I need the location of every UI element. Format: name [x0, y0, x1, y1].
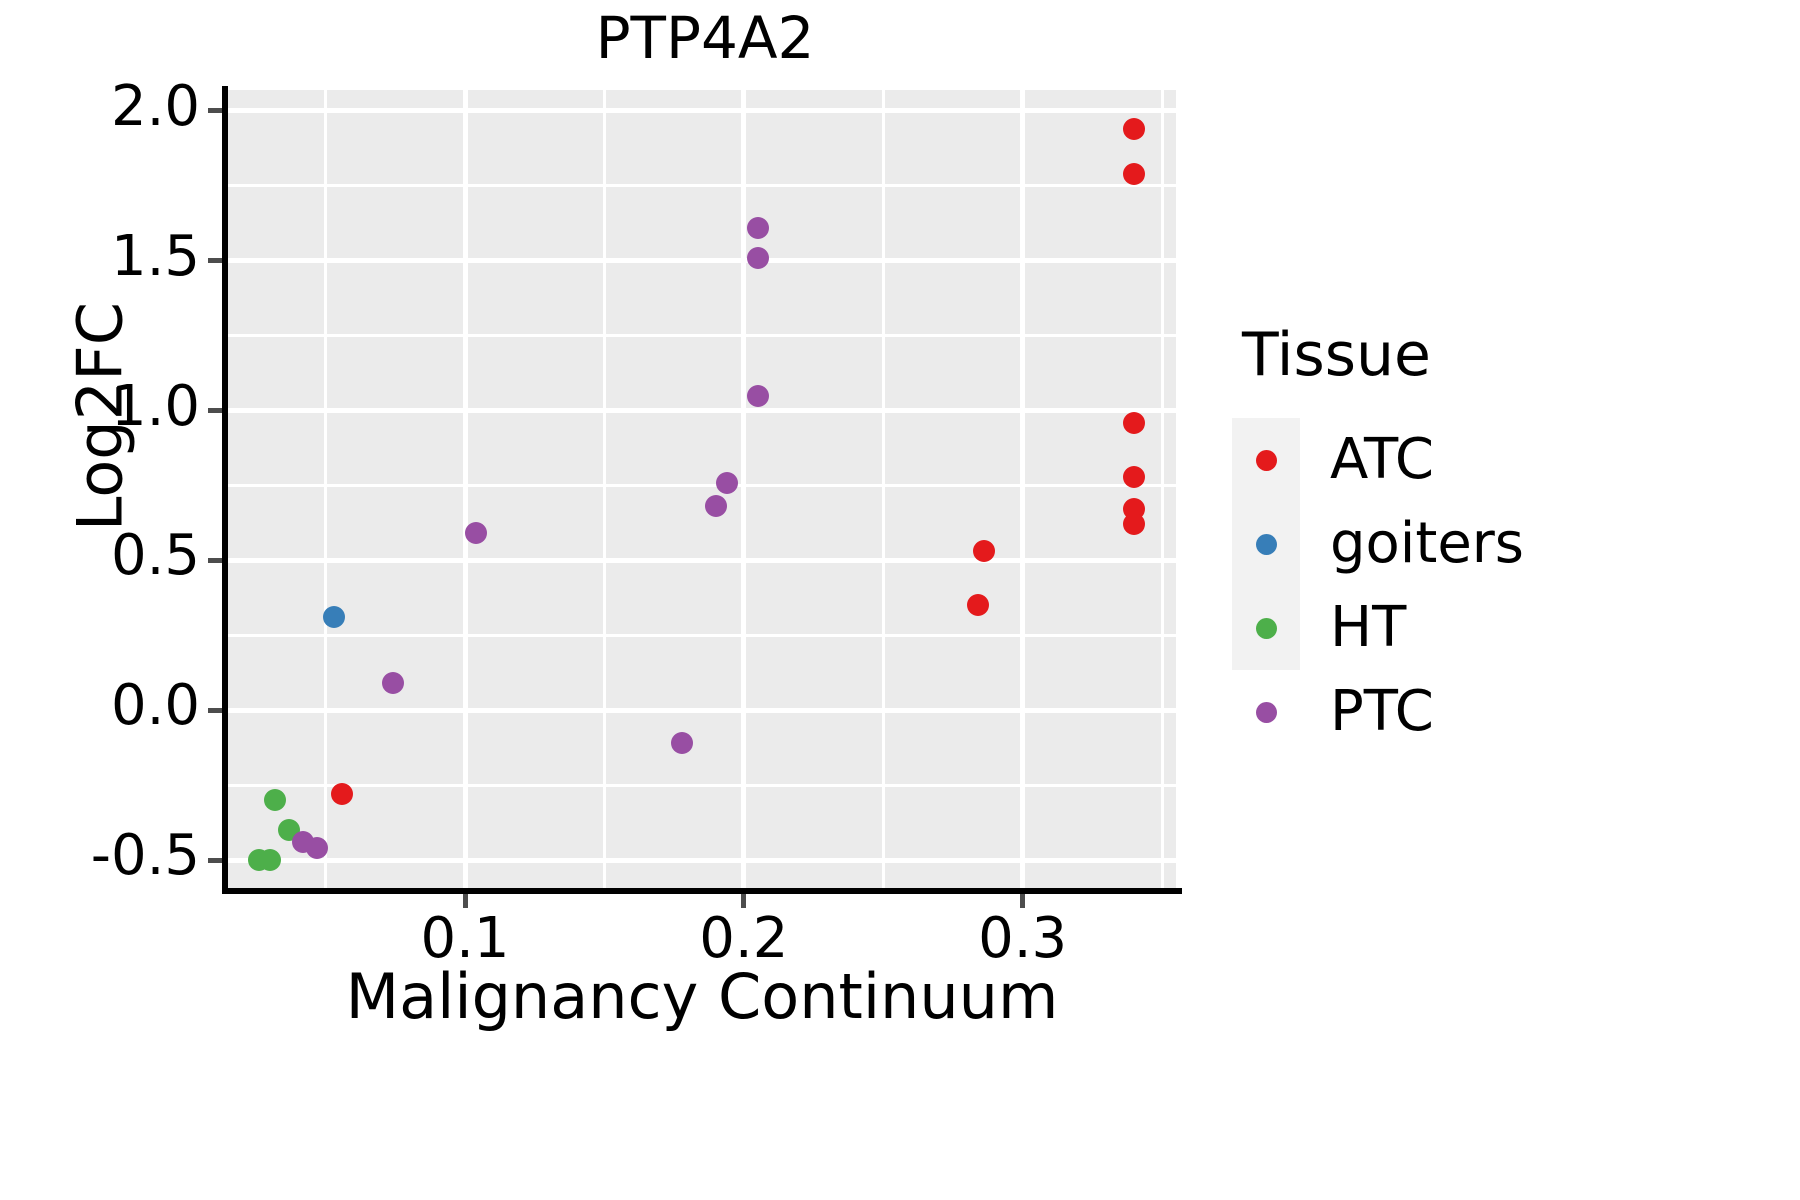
y-tick-label: 0.5 [110, 523, 200, 589]
legend-label: PTC [1330, 679, 1434, 744]
y-axis-line [222, 86, 228, 894]
gridline-vertical-minor [324, 90, 328, 890]
gridline-vertical-major [741, 90, 747, 890]
legend-swatch-goiters-icon [1255, 533, 1277, 555]
legend-key [1232, 449, 1300, 471]
legend-label: ATC [1330, 427, 1434, 492]
y-tick-mark [208, 857, 222, 863]
gridline-horizontal-major [228, 258, 1176, 264]
data-point-atc [1123, 162, 1146, 185]
data-point-atc [972, 540, 995, 563]
x-axis-title: Malignancy Continuum [345, 960, 1059, 1033]
gridline-horizontal-minor [228, 484, 1176, 487]
page-title: PTP4A2 [595, 4, 815, 72]
data-point-ptc [716, 471, 739, 494]
y-tick-mark [208, 707, 222, 713]
gridline-horizontal-minor [228, 633, 1176, 637]
gridline-horizontal-major [228, 108, 1176, 114]
data-point-atc [1123, 117, 1146, 140]
x-tick-mark [1020, 894, 1026, 908]
data-point-atc [1123, 513, 1146, 536]
data-point-ptc [465, 522, 488, 545]
legend-items: ATC goiters HT PTC [1232, 418, 1652, 754]
legend-swatch-ptc-icon [1255, 701, 1277, 723]
y-tick-label: -0.5 [90, 823, 200, 889]
gridline-vertical-major [462, 90, 468, 890]
gridline-horizontal-major [228, 557, 1176, 563]
legend-item-ht[interactable]: HT [1232, 586, 1652, 670]
x-tick-label: 0.2 [699, 906, 789, 971]
x-tick-label: 0.1 [420, 906, 510, 971]
legend: Tissue ATC goiters HT PTC [1232, 320, 1652, 754]
gridline-horizontal-major [228, 408, 1176, 414]
data-point-atc [967, 594, 990, 617]
x-tick-mark [741, 894, 747, 908]
legend-key [1232, 617, 1300, 639]
gridline-horizontal-minor [228, 184, 1176, 188]
legend-key [1232, 701, 1300, 723]
y-tick-mark [208, 408, 222, 414]
x-axis-line [222, 888, 1182, 894]
legend-swatch-atc-icon [1255, 449, 1277, 471]
x-tick-mark [462, 894, 468, 908]
data-point-atc [1123, 411, 1146, 434]
legend-item-goiters[interactable]: goiters [1232, 502, 1652, 586]
y-tick-label: 0.0 [110, 673, 200, 739]
gridline-horizontal-minor [228, 334, 1176, 338]
y-tick-mark [208, 258, 222, 264]
y-tick-label: 1.5 [110, 223, 200, 289]
y-tick-label: 1.0 [110, 373, 200, 439]
y-tick-label: 2.0 [110, 73, 200, 139]
legend-item-atc[interactable]: ATC [1232, 418, 1652, 502]
legend-label: HT [1330, 595, 1407, 660]
gridline-vertical-minor [1160, 90, 1164, 890]
data-point-ptc [671, 732, 694, 755]
gridline-horizontal-major [228, 707, 1176, 713]
data-point-ptc [381, 672, 404, 695]
plot-panel [228, 90, 1176, 890]
gridline-vertical-major [1020, 90, 1026, 890]
gridline-vertical-minor [602, 90, 606, 890]
data-point-ht [258, 849, 281, 872]
data-point-atc [331, 783, 354, 806]
legend-swatch-ht-icon [1255, 617, 1277, 639]
y-tick-mark [208, 557, 222, 563]
y-tick-mark [208, 108, 222, 114]
data-point-ptc [704, 495, 727, 518]
data-point-ptc [746, 246, 769, 269]
data-point-ptc [746, 384, 769, 407]
data-point-ht [264, 789, 287, 812]
gridline-vertical-minor [881, 90, 885, 890]
gridline-horizontal-major [228, 857, 1176, 863]
x-tick-label: 0.3 [978, 906, 1068, 971]
legend-key [1232, 533, 1300, 555]
data-point-atc [1123, 465, 1146, 488]
legend-item-ptc[interactable]: PTC [1232, 670, 1652, 754]
data-point-ptc [306, 837, 329, 860]
y-axis-title: Log2FC [63, 301, 137, 532]
legend-label: goiters [1330, 511, 1524, 576]
legend-title: Tissue [1242, 320, 1431, 390]
data-point-ptc [746, 216, 769, 239]
gridline-horizontal-minor [228, 783, 1176, 787]
data-point-goiters [322, 606, 345, 629]
